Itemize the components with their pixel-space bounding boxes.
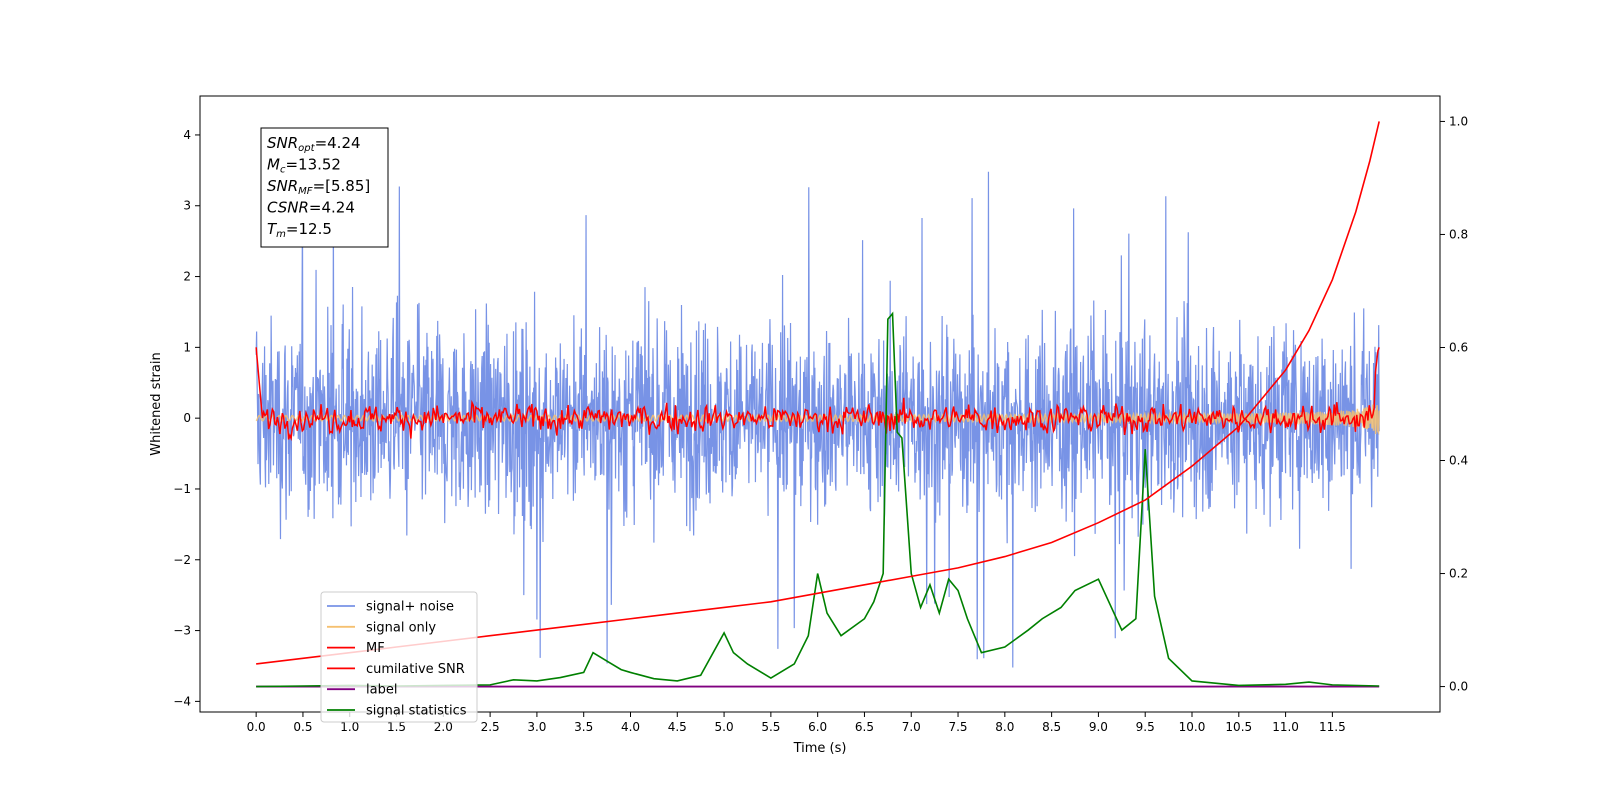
legend-label: signal+ noise: [366, 600, 454, 615]
annotation-symbol: CSNR: [267, 199, 309, 217]
annotation-line: SNRMF=[5.85]: [267, 177, 370, 197]
annotation-symbol: T: [267, 220, 278, 238]
x-tick-label: 5.0: [715, 720, 734, 734]
legend-frame: [320, 591, 478, 723]
x-tick-label: 7.0: [902, 720, 921, 734]
x-tick-label: 3.0: [527, 720, 546, 734]
y-tick-label: 1: [183, 340, 191, 354]
annotation-box: SNRopt=4.24Mc=13.52SNRMF=[5.85]CSNR=4.24…: [260, 127, 389, 248]
x-tick-label: 6.0: [808, 720, 827, 734]
x-tick-label: 8.0: [995, 720, 1014, 734]
annotation-lines: SNRopt=4.24Mc=13.52SNRMF=[5.85]CSNR=4.24…: [267, 134, 370, 240]
x-tick-label: 7.5: [948, 720, 967, 734]
y-right-tick-label: 0.6: [1449, 340, 1468, 354]
x-tick-label: 9.0: [1089, 720, 1108, 734]
y-tick-label: −2: [173, 553, 191, 567]
x-tick-label: 10.0: [1179, 720, 1206, 734]
annotation-subscript: c: [280, 165, 286, 176]
annotation-subscript: m: [276, 229, 286, 240]
annotation-symbol: SNR: [267, 134, 298, 152]
annotation-line: SNRopt=4.24: [267, 134, 361, 154]
y-tick-label: 2: [183, 270, 191, 284]
y-tick-label: −1: [173, 482, 191, 496]
legend-entries: signal+ noise signal only MF cumilative SNR…: [327, 600, 467, 719]
y-tick-label: 0: [183, 411, 191, 425]
y-right-tick-label: 0.8: [1449, 227, 1468, 241]
x-tick-label: 10.5: [1225, 720, 1252, 734]
x-tick-label: 9.5: [1136, 720, 1155, 734]
plot-frame: [199, 95, 1441, 713]
y-right-tick-label: 0.0: [1449, 680, 1468, 694]
annotation-value: =4.24: [315, 134, 361, 152]
legend: signal+ noise signal only MF cumilative SNR…: [320, 591, 478, 723]
y-tick-label: 3: [183, 199, 191, 213]
y-right-tick-label: 0.4: [1449, 454, 1468, 468]
y-right-tick-label: 0.2: [1449, 567, 1468, 581]
x-tick-label: 2.0: [434, 720, 453, 734]
annotation-box-frame: [260, 127, 389, 248]
y-axis-right: 1.0 0.8 0.6 0.4 0.2 0.0: [1440, 114, 1468, 694]
series-signal-statistics-line: [256, 311, 1380, 688]
annotation-value: =13.52: [285, 156, 341, 174]
x-tick-label: 4.0: [621, 720, 640, 734]
legend-label: label: [366, 683, 397, 698]
x-tick-label: 6.5: [855, 720, 874, 734]
x-tick-label: 1.0: [340, 720, 359, 734]
legend-label: signal only: [366, 620, 436, 635]
legend-label: MF: [366, 641, 385, 656]
y-tick-label: −4: [173, 694, 191, 708]
x-tick-label: 11.0: [1272, 720, 1299, 734]
y-tick-label: 4: [183, 128, 191, 142]
annotation-line: Mc=13.52: [267, 156, 341, 176]
annotation-value: =12.5: [286, 220, 332, 238]
x-tick-label: 4.5: [668, 720, 687, 734]
y-tick-label: −3: [173, 624, 191, 638]
annotation-line: CSNR=4.24: [267, 199, 355, 217]
annotation-subscript: opt: [298, 143, 315, 154]
annotation-symbol: SNR: [267, 177, 298, 195]
x-tick-label: 1.5: [387, 720, 406, 734]
annotation-value: =4.24: [309, 199, 355, 217]
legend-label: cumilative SNR: [366, 662, 465, 677]
x-axis: 0.0 0.5 1.0 1.5 2.0 2.5 3.0 3.5 4.0 4.5 5.0 5.5 6.0 6…: [247, 712, 1346, 734]
y-axis-label: Whitened strain: [149, 352, 164, 455]
x-tick-label: 0.5: [293, 720, 312, 734]
x-tick-label: 8.5: [1042, 720, 1061, 734]
annotation-symbol: M: [267, 156, 280, 174]
x-tick-label: 3.5: [574, 720, 593, 734]
x-tick-label: 0.0: [247, 720, 266, 734]
annotation-value: =[5.85]: [313, 177, 371, 195]
annotation-subscript: MF: [298, 186, 313, 197]
x-tick-label: 5.5: [761, 720, 780, 734]
y-axis-left: 4 3 2 1 0 −1 −2 −3 −4: [173, 128, 200, 708]
x-tick-label: 2.5: [481, 720, 500, 734]
series-signal-noise-line: [255, 171, 1380, 668]
x-axis-label: Time (s): [793, 741, 847, 756]
legend-label: signal statistics: [366, 704, 467, 719]
annotation-line: Tm=12.5: [267, 220, 332, 240]
y-right-tick-label: 1.0: [1449, 114, 1468, 128]
series-mf-line: [255, 347, 1380, 442]
x-tick-label: 11.5: [1319, 720, 1346, 734]
